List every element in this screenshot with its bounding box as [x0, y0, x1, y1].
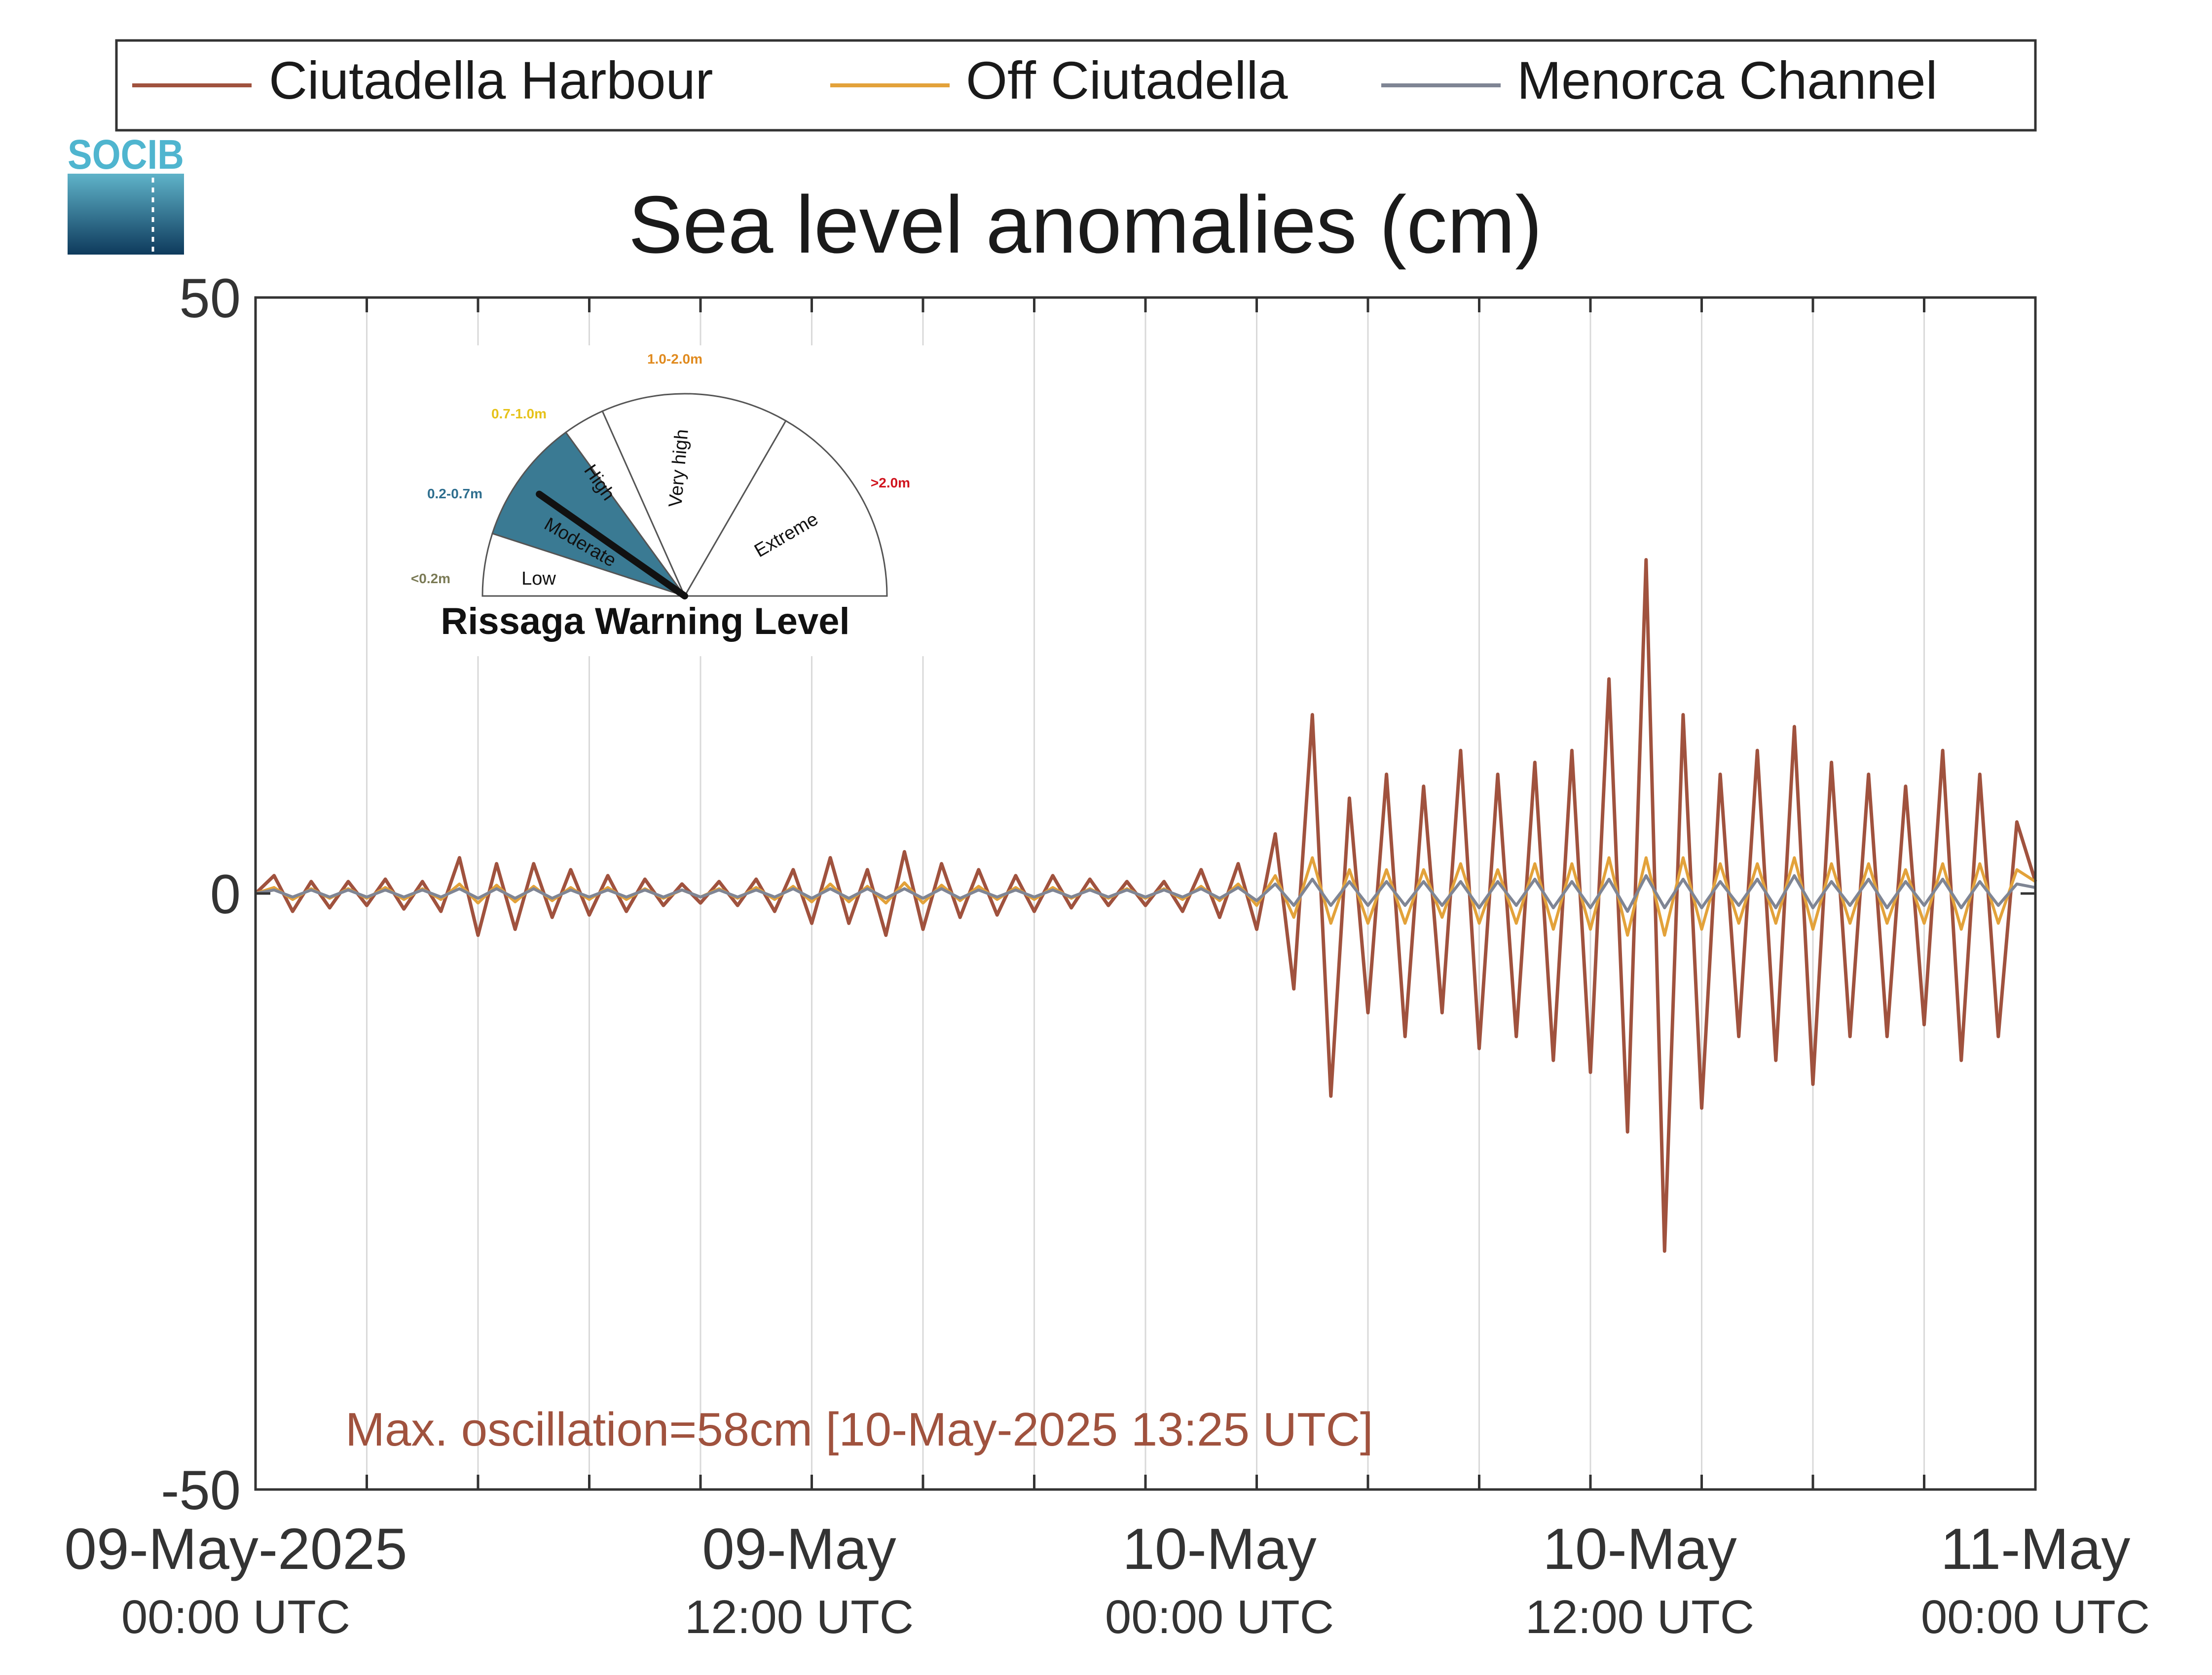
x-tick-label-date: 10-May [1543, 1517, 1736, 1582]
gauge-title: Rissaga Warning Level [441, 600, 849, 642]
gauge-range-very-high: 1.0-2.0m [647, 351, 702, 367]
y-tick-label: 50 [179, 267, 241, 329]
gauge-needle [536, 490, 688, 599]
series-layer [254, 558, 2037, 1253]
gauge-range-low: <0.2m [411, 571, 450, 586]
legend-label-ciutadella-harbour: Ciutadella Harbour [269, 50, 713, 110]
gauge-range-extreme: >2.0m [871, 475, 910, 490]
gauge-range-high: 0.7-1.0m [491, 406, 547, 421]
x-tick-label-time: 00:00 UTC [121, 1591, 350, 1643]
legend-label-off-ciutadella: Off Ciutadella [966, 50, 1288, 110]
gauge-sector-moderate [491, 431, 687, 597]
socib-logo-mark [68, 174, 184, 255]
x-tick-label-time: 00:00 UTC [1921, 1591, 2150, 1643]
plot-area: 50 0 -50 09-May-2025 00:00 UTC 09-May 12:00 U… [64, 267, 2150, 1643]
x-tick-label-date: 10-May [1122, 1517, 1316, 1582]
legend-box [115, 39, 2037, 132]
y-tick-label: 0 [210, 863, 241, 925]
gauge-label-low: Low [521, 568, 556, 589]
x-tick-label-date: 09-May-2025 [64, 1517, 407, 1582]
x-tick-label-time: 12:00 UTC [1525, 1591, 1754, 1643]
legend-label-menorca-channel: Menorca Channel [1517, 50, 1938, 110]
chart-title: Sea level anomalies (cm) [628, 179, 1542, 270]
x-tick-label-date: 11-May [1941, 1517, 2131, 1582]
x-axis: 09-May-2025 00:00 UTC 09-May 12:00 UTC 10-Ma… [64, 298, 2150, 1643]
gauge-sector-extreme [683, 419, 888, 597]
gauge-range-moderate: 0.2-0.7m [427, 486, 482, 501]
rissaga-warning-gauge: Low Moderate High Very high Extreme <0.2… [395, 345, 927, 656]
y-tick-label: -50 [161, 1459, 241, 1521]
series-line-menorca-channel [255, 874, 2036, 913]
x-tick-label-time: 00:00 UTC [1105, 1591, 1334, 1643]
socib-logo: SOCIB [68, 131, 184, 255]
max-oscillation-annotation: Max. oscillation=58cm [10-May-2025 13:25… [345, 1403, 1373, 1456]
gauge-sector-very-high [601, 393, 787, 598]
y-axis: 50 0 -50 [161, 267, 2035, 1521]
legend: Ciutadella Harbour Off Ciutadella Menorc… [115, 39, 2037, 132]
x-tick-label-time: 12:00 UTC [685, 1591, 914, 1643]
x-tick-label-date: 09-May [702, 1517, 896, 1582]
series-line-ciutadella-harbour [254, 558, 2037, 1253]
grid-lines [366, 298, 1925, 1489]
socib-logo-text: SOCIB [68, 131, 184, 178]
